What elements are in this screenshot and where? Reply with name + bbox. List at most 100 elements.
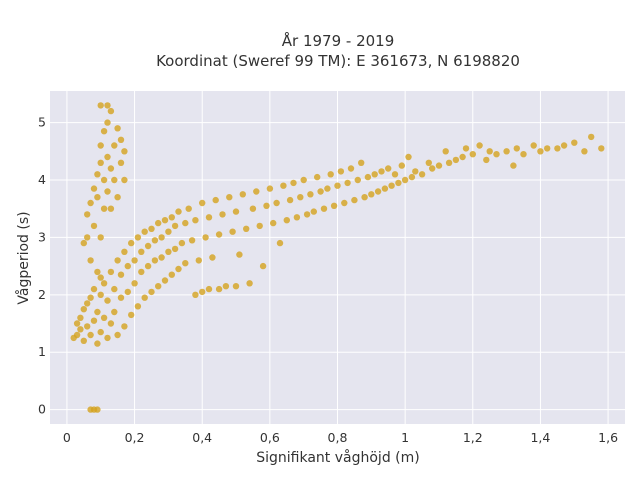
- data-point: [100, 176, 108, 184]
- data-point: [117, 294, 125, 301]
- data-point: [124, 288, 131, 296]
- data-point: [320, 205, 328, 212]
- data-point: [195, 257, 202, 264]
- data-point: [560, 142, 568, 149]
- data-point: [178, 239, 186, 247]
- data-point: [107, 268, 115, 276]
- data-point: [94, 340, 101, 347]
- data-point: [182, 260, 189, 267]
- data-point: [114, 125, 121, 132]
- x-tick-label: 1,4: [530, 430, 550, 445]
- data-point: [452, 156, 460, 164]
- data-point: [171, 222, 179, 230]
- data-point: [462, 145, 470, 152]
- data-point: [117, 271, 125, 278]
- data-point: [100, 280, 108, 287]
- data-point: [334, 182, 341, 189]
- data-point: [111, 308, 118, 316]
- data-point: [104, 188, 111, 195]
- data-point: [84, 300, 91, 307]
- x-tick-label: 0,8: [328, 430, 348, 445]
- data-point: [97, 159, 104, 166]
- data-point: [300, 176, 307, 184]
- data-point: [513, 145, 520, 152]
- data-point: [256, 222, 263, 230]
- data-point: [229, 228, 236, 235]
- data-point: [168, 214, 175, 221]
- x-tick-label: 1,2: [463, 430, 483, 445]
- data-point: [148, 288, 155, 296]
- data-point: [273, 199, 280, 207]
- data-point: [185, 205, 192, 212]
- data-point: [588, 133, 595, 141]
- data-point: [144, 262, 152, 270]
- data-point: [158, 254, 165, 261]
- data-point: [243, 225, 250, 232]
- data-point: [445, 159, 453, 166]
- data-point: [283, 217, 290, 224]
- data-point: [398, 162, 405, 169]
- data-point: [412, 168, 419, 175]
- data-point: [371, 171, 378, 178]
- data-point: [290, 179, 297, 187]
- data-point: [94, 171, 101, 178]
- data-point: [121, 323, 128, 330]
- data-point: [155, 283, 162, 290]
- data-point: [121, 176, 128, 184]
- data-point: [391, 171, 399, 178]
- data-point: [138, 248, 145, 255]
- data-point: [144, 242, 152, 250]
- data-point: [141, 228, 148, 235]
- data-point: [537, 148, 544, 155]
- y-axis-title: Vågperiod (s): [15, 211, 32, 304]
- data-point: [94, 308, 101, 316]
- data-point: [205, 285, 213, 293]
- data-point: [226, 194, 233, 201]
- data-point: [107, 107, 115, 115]
- data-point: [111, 176, 118, 184]
- data-point: [307, 191, 314, 198]
- x-tick-label: 0: [63, 430, 71, 445]
- data-point: [280, 182, 287, 189]
- data-point: [90, 317, 98, 324]
- data-point: [263, 202, 270, 209]
- data-point: [361, 194, 368, 201]
- x-axis-title: Signifikant våghöjd (m): [256, 449, 419, 466]
- data-point: [236, 251, 243, 258]
- data-point: [276, 239, 284, 247]
- data-point: [425, 159, 432, 166]
- data-point: [165, 228, 172, 235]
- data-point: [199, 288, 206, 296]
- data-point: [344, 179, 351, 187]
- data-point: [165, 248, 172, 255]
- x-tick-label: 0,6: [260, 430, 280, 445]
- data-point: [249, 205, 257, 212]
- data-point: [239, 191, 246, 198]
- data-point: [405, 153, 412, 161]
- data-point: [503, 148, 510, 155]
- data-point: [121, 248, 128, 255]
- y-tick-label: 5: [38, 115, 46, 130]
- grid-lines: [50, 91, 625, 424]
- chart-title-line-1: År 1979 - 2019: [282, 31, 395, 50]
- data-point: [151, 257, 159, 264]
- data-point: [104, 297, 111, 304]
- data-point: [459, 153, 466, 161]
- data-point: [469, 151, 476, 158]
- data-point: [408, 173, 416, 181]
- data-point: [175, 208, 182, 215]
- data-point: [286, 196, 294, 204]
- data-point: [581, 148, 588, 155]
- data-point: [141, 294, 148, 301]
- data-point: [314, 173, 321, 181]
- data-point: [138, 268, 145, 276]
- y-tick-label: 4: [38, 172, 46, 187]
- data-point: [161, 217, 169, 224]
- data-point: [199, 199, 206, 207]
- chart-title-line-2: Koordinat (Sweref 99 TM): E 361673, N 61…: [156, 52, 520, 70]
- x-tick-label: 1: [401, 430, 409, 445]
- data-point: [381, 185, 389, 192]
- data-point: [128, 239, 135, 247]
- data-point: [84, 323, 91, 330]
